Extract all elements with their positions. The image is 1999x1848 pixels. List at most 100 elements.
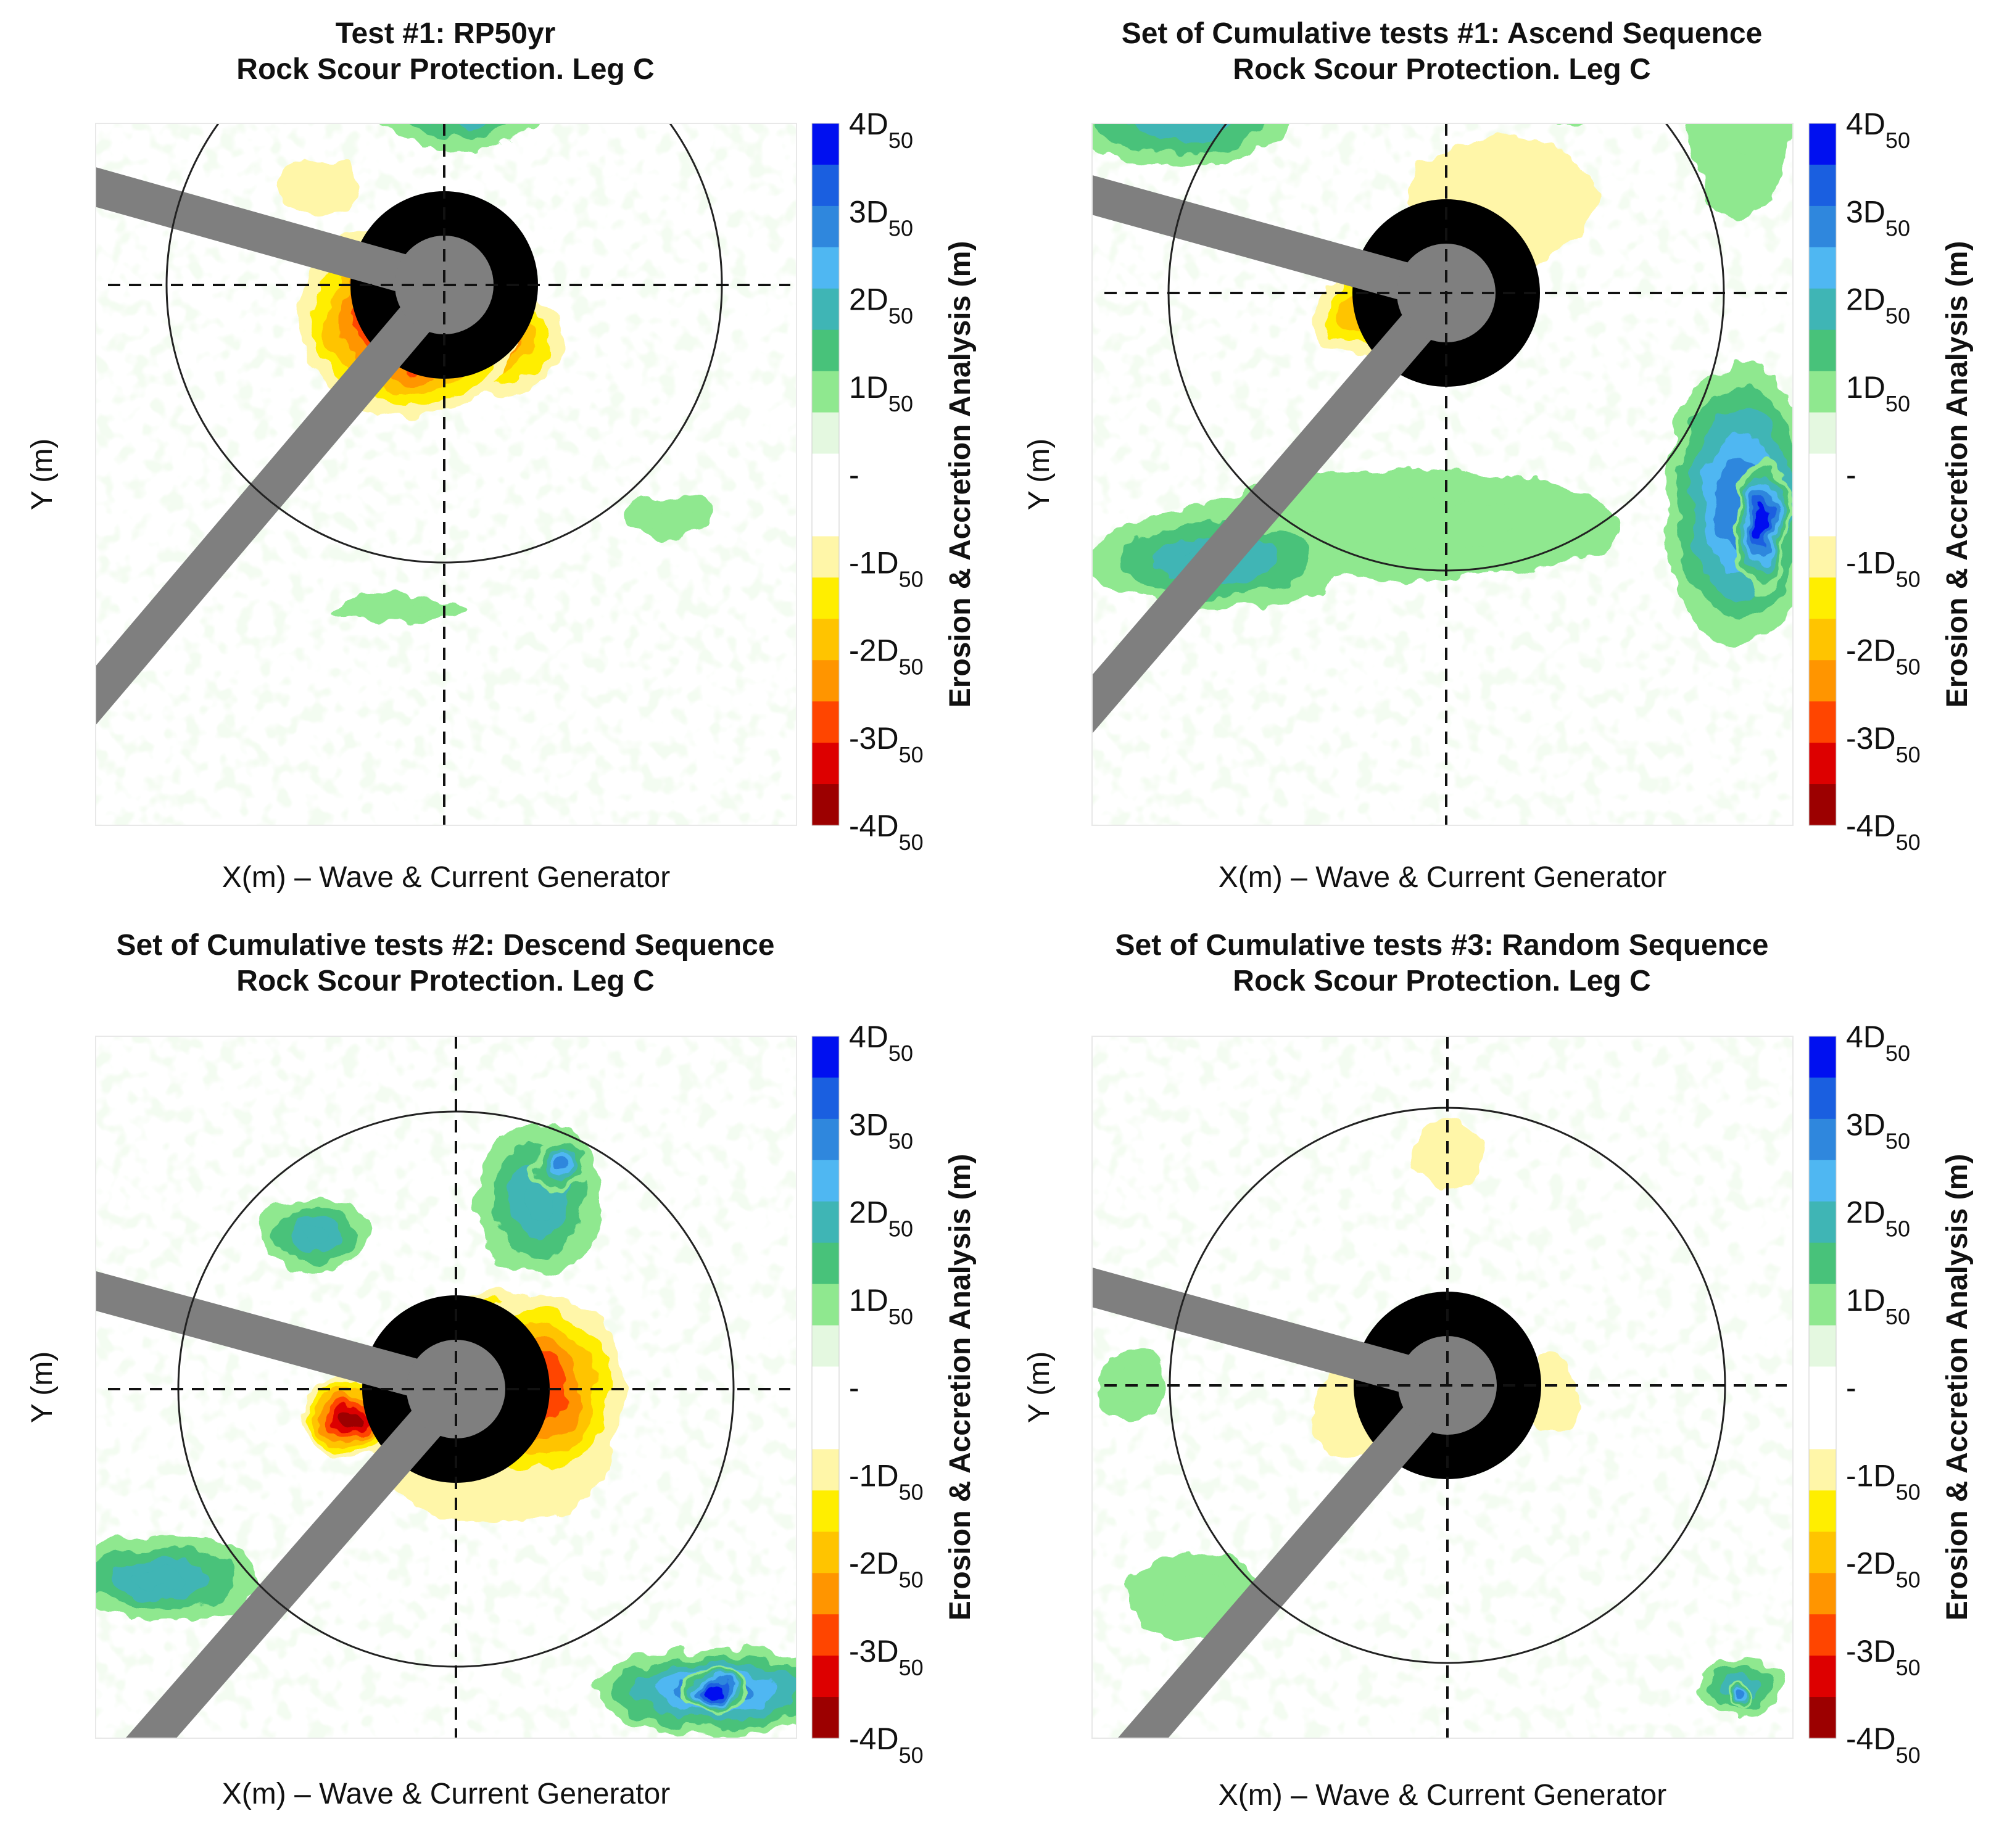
erosion-contour-level xyxy=(1538,1374,1567,1410)
accretion-contour-level xyxy=(647,506,690,527)
colorbar-tick-label: -4D50 xyxy=(1846,809,1921,855)
colorbar-tick-label: -2D50 xyxy=(849,1546,924,1593)
colorbar-tick-label: 3D50 xyxy=(849,194,913,241)
colorbar-swatch xyxy=(1809,1077,1836,1120)
colorbar-swatch xyxy=(1809,1490,1836,1532)
colorbar-swatch xyxy=(812,1160,839,1202)
colorbar-swatch xyxy=(1809,1325,1836,1367)
plot-frame xyxy=(95,123,797,826)
x-axis-label: X(m) – Wave & Current Generator xyxy=(1219,861,1666,894)
colorbar-swatch xyxy=(812,1118,839,1161)
overlay-layer xyxy=(108,123,790,825)
colorbar-swatch xyxy=(1809,329,1836,372)
colorbar-swatch xyxy=(812,1325,839,1367)
colorbar: 4D50 3D50 2D50 1D50 - -1D50 -2D50 -3D50 -4D50 xyxy=(811,107,924,855)
colorbar-tick-label: 2D50 xyxy=(849,1195,913,1242)
colorbar-tick-label: -2D50 xyxy=(1846,1546,1921,1593)
accretion-contour-level xyxy=(556,1160,566,1169)
panel-3: Set of Cumulative tests #2: Descend Sequ… xyxy=(26,929,977,1810)
colorbar-swatch xyxy=(1809,164,1836,207)
colorbar-swatch xyxy=(812,1284,839,1326)
colorbar-tick-label: -3D50 xyxy=(1846,1634,1921,1680)
colorbar-swatch xyxy=(812,1036,839,1078)
colorbar-swatch xyxy=(1809,743,1836,785)
x-axis-label: X(m) – Wave & Current Generator xyxy=(1219,1779,1666,1812)
colorbar-swatch xyxy=(812,536,839,578)
colorbar-swatch xyxy=(1809,288,1836,331)
panel-title-line2: Rock Scour Protection. Leg C xyxy=(236,965,654,997)
panel-title-line2: Rock Scour Protection. Leg C xyxy=(236,53,654,86)
accretion-contour-level xyxy=(711,1688,720,1694)
colorbar-swatch xyxy=(1809,1449,1836,1491)
colorbar-swatch xyxy=(1809,1242,1836,1285)
upper-brace-arm xyxy=(96,1271,461,1408)
colorbar-tick-label: -4D50 xyxy=(849,809,924,855)
colorbar-tick-label: -1D50 xyxy=(1846,545,1921,592)
accretion-contour-level xyxy=(1718,123,1763,153)
panel-title-line1: Set of Cumulative tests #1: Ascend Seque… xyxy=(1122,17,1763,50)
colorbar-swatch xyxy=(812,329,839,372)
colorbar-swatch xyxy=(812,660,839,702)
panel-title-line2: Rock Scour Protection. Leg C xyxy=(1233,965,1650,997)
accretion-contour-level xyxy=(360,601,431,615)
plot-area xyxy=(96,1036,797,1738)
colorbar-swatch xyxy=(812,288,839,331)
y-axis-label: Y (m) xyxy=(1023,1351,1056,1423)
erosion-contour-level xyxy=(344,1412,357,1422)
colorbar-tick-label: 3D50 xyxy=(1846,194,1910,241)
x-axis-label: X(m) – Wave & Current Generator xyxy=(222,861,670,894)
lower-brace-arm xyxy=(96,272,459,725)
upper-brace-arm xyxy=(96,167,450,303)
plot-frame xyxy=(1091,123,1794,826)
colorbar-swatch xyxy=(1809,1532,1836,1574)
colorbar-tick-label: -4D50 xyxy=(849,1722,924,1768)
colorbar-tick-label: - xyxy=(849,458,859,492)
colorbar-swatch xyxy=(1809,1697,1836,1739)
colorbar-tick-label: 4D50 xyxy=(1846,1020,1910,1066)
colorbar-swatch xyxy=(1809,1036,1836,1078)
colorbar-swatch xyxy=(812,784,839,826)
colorbar-swatch xyxy=(812,701,839,743)
colorbar-swatch xyxy=(812,495,839,537)
colorbar-swatch xyxy=(812,1201,839,1244)
colorbar-tick-label: 4D50 xyxy=(1846,107,1910,153)
colorbar-swatch xyxy=(1809,1366,1836,1409)
colorbar-frame xyxy=(1808,123,1837,826)
colorbar-tick-label: 1D50 xyxy=(1846,370,1910,416)
colorbar-swatch xyxy=(812,1573,839,1615)
colorbar-tick-label: 4D50 xyxy=(849,107,913,153)
y-axis-label: Y (m) xyxy=(26,1351,59,1423)
colorbar-swatch xyxy=(1809,495,1836,537)
colorbar-swatch xyxy=(812,1449,839,1491)
colorbar-swatch xyxy=(812,1366,839,1409)
panel-title-line1: Set of Cumulative tests #2: Descend Sequ… xyxy=(116,929,774,962)
panel-1: Test #1: RP50yr Rock Scour Protection. L… xyxy=(26,17,977,894)
colorbar-swatch xyxy=(812,1408,839,1450)
accretion-contour-level xyxy=(524,1180,556,1219)
colorbar-swatch xyxy=(1809,660,1836,702)
colorbar-tick-label: -2D50 xyxy=(1846,633,1921,680)
y-axis-label: Y (m) xyxy=(26,439,59,510)
colorbar: 4D50 3D50 2D50 1D50 - -1D50 -2D50 -3D50 -4D50 xyxy=(811,1020,924,1768)
colorbar-swatch xyxy=(812,123,839,165)
accretion-contour-level xyxy=(1155,123,1205,130)
colorbar-swatch xyxy=(1809,577,1836,619)
colorbar-tick-label: -1D50 xyxy=(849,545,924,592)
colorbar-swatch xyxy=(1809,701,1836,743)
lower-brace-arm xyxy=(1117,1372,1462,1738)
accretion-contour-level xyxy=(437,90,479,115)
plot-area xyxy=(1092,123,1793,825)
colorbar-tick-label: 4D50 xyxy=(849,1020,913,1066)
colorbar-tick-label: -4D50 xyxy=(1846,1722,1921,1768)
colorbar-label: Erosion & Accretion Analysis (m) xyxy=(1941,241,1974,708)
colorbar-tick-label: 2D50 xyxy=(849,283,913,329)
colorbar-tick-label: 1D50 xyxy=(849,370,913,416)
colorbar-swatch xyxy=(1809,1614,1836,1656)
colorbar-swatch xyxy=(1809,371,1836,413)
colorbar-swatch xyxy=(812,577,839,619)
colorbar-swatch xyxy=(1809,1160,1836,1202)
colorbar-swatch xyxy=(1809,1201,1836,1244)
colorbar-swatch xyxy=(812,619,839,661)
accretion-contour-level xyxy=(1160,1575,1230,1617)
colorbar-swatch xyxy=(812,1697,839,1739)
